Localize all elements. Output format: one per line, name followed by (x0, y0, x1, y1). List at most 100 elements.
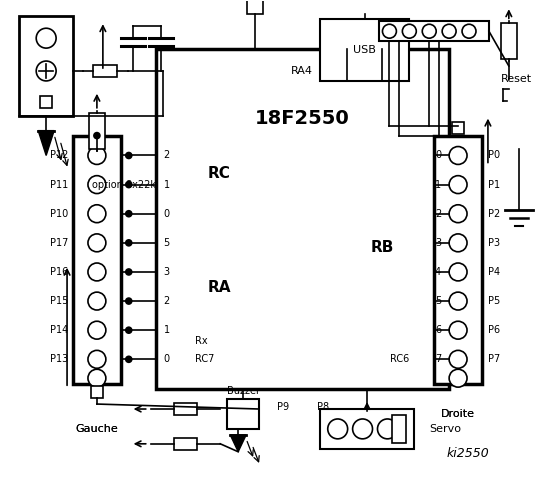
Circle shape (126, 181, 132, 188)
Bar (40, 96, 52, 108)
Bar (452, 122, 464, 133)
Circle shape (449, 263, 467, 281)
Circle shape (403, 24, 416, 38)
Text: P9: P9 (277, 402, 289, 412)
Text: 0: 0 (435, 151, 441, 160)
Circle shape (88, 176, 106, 193)
Text: 2: 2 (164, 296, 170, 306)
Circle shape (88, 292, 106, 310)
Bar (91, 386, 103, 398)
Text: RC6: RC6 (390, 354, 409, 364)
Circle shape (422, 24, 436, 38)
Text: RA: RA (207, 280, 231, 295)
Circle shape (126, 356, 132, 362)
Bar (73, 136, 121, 384)
Text: P2: P2 (488, 209, 500, 219)
Circle shape (88, 146, 106, 165)
Bar (434, 136, 482, 384)
Circle shape (383, 24, 397, 38)
Text: P16: P16 (50, 267, 68, 277)
Text: 2: 2 (164, 151, 170, 160)
Text: 1: 1 (435, 180, 441, 190)
Text: 0: 0 (164, 354, 170, 364)
Text: USB: USB (353, 45, 376, 55)
Bar (19, 16, 73, 116)
Text: P3: P3 (488, 238, 500, 248)
Text: 7: 7 (435, 354, 441, 364)
Text: RB: RB (371, 240, 394, 255)
Text: P4: P4 (488, 267, 500, 277)
Text: 1: 1 (164, 325, 170, 335)
Circle shape (449, 369, 467, 387)
Circle shape (328, 419, 348, 439)
Text: Gauche: Gauche (76, 424, 118, 434)
Text: P14: P14 (50, 325, 68, 335)
Circle shape (36, 61, 56, 81)
Text: Droite: Droite (441, 409, 475, 419)
Text: P0: P0 (488, 151, 500, 160)
Text: P13: P13 (50, 354, 68, 364)
Text: P8: P8 (317, 402, 329, 412)
Text: 0: 0 (164, 209, 170, 219)
Circle shape (449, 176, 467, 193)
Text: Gauche: Gauche (76, 424, 118, 434)
Circle shape (88, 205, 106, 223)
Circle shape (126, 240, 132, 246)
Text: 5: 5 (164, 238, 170, 248)
Circle shape (88, 263, 106, 281)
Text: 1: 1 (164, 180, 170, 190)
Circle shape (449, 292, 467, 310)
Bar (320, 409, 414, 449)
Bar (89, 113, 105, 148)
Text: P17: P17 (50, 238, 68, 248)
Bar (379, 21, 489, 41)
Bar (93, 65, 117, 77)
Circle shape (353, 419, 373, 439)
Text: RC7: RC7 (195, 354, 215, 364)
Text: P11: P11 (50, 180, 68, 190)
Circle shape (449, 205, 467, 223)
Circle shape (94, 132, 100, 139)
Bar (320, 19, 409, 81)
Bar (227, 399, 259, 429)
Circle shape (126, 153, 132, 158)
Text: P7: P7 (488, 354, 500, 364)
Polygon shape (38, 131, 54, 156)
Text: P10: P10 (50, 209, 68, 219)
Bar (393, 415, 406, 443)
Circle shape (88, 321, 106, 339)
Circle shape (449, 234, 467, 252)
Circle shape (449, 321, 467, 339)
Bar (247, 0, 263, 14)
Text: Servo: Servo (429, 424, 461, 434)
Circle shape (126, 298, 132, 304)
Text: option 8x22k: option 8x22k (92, 180, 156, 190)
Text: 4: 4 (435, 267, 441, 277)
Text: 5: 5 (435, 296, 441, 306)
Text: P15: P15 (50, 296, 68, 306)
Text: Rx: Rx (195, 336, 208, 347)
Text: Reset: Reset (501, 74, 532, 84)
Circle shape (88, 369, 106, 387)
Text: P6: P6 (488, 325, 500, 335)
Text: ki2550: ki2550 (446, 447, 489, 460)
Circle shape (88, 350, 106, 368)
Circle shape (378, 419, 398, 439)
Bar (155, 49, 449, 389)
Text: P12: P12 (50, 151, 68, 160)
Bar (174, 403, 197, 415)
Text: RC: RC (207, 166, 230, 181)
Circle shape (442, 24, 456, 38)
Text: 6: 6 (435, 325, 441, 335)
Bar (501, 23, 517, 59)
Circle shape (449, 350, 467, 368)
Text: P5: P5 (488, 296, 500, 306)
Text: P1: P1 (488, 180, 500, 190)
Polygon shape (230, 435, 246, 452)
Circle shape (126, 211, 132, 216)
Text: Droite: Droite (441, 409, 475, 419)
Text: RA4: RA4 (291, 66, 314, 76)
Text: 3: 3 (164, 267, 170, 277)
Bar (174, 438, 197, 450)
Circle shape (449, 146, 467, 165)
